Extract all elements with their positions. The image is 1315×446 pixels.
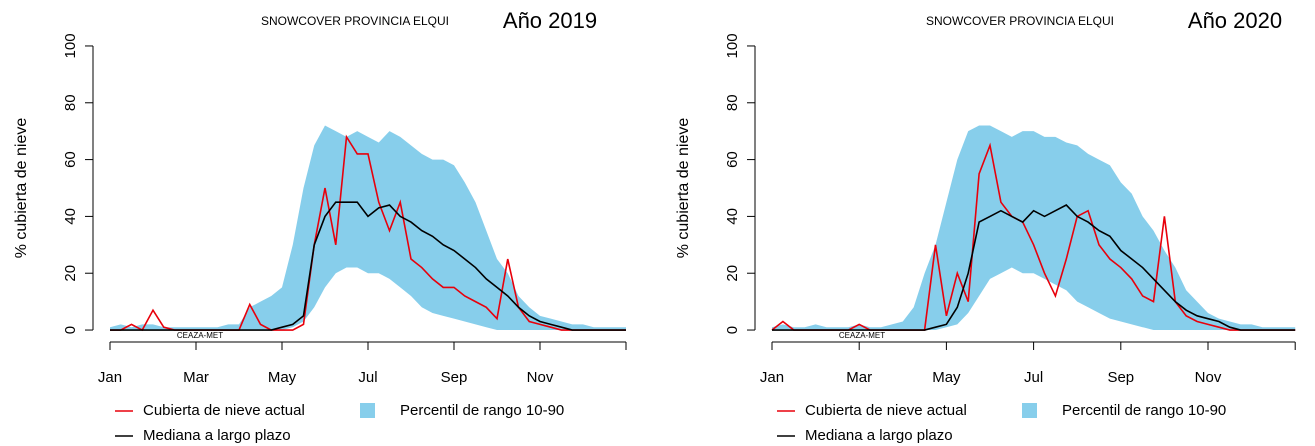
chart: 0 20 40 60 80 100 Jan Mar May Jul Sep Nov % cubierta… <box>13 8 627 444</box>
chart-title: SNOWCOVER PROVINCIA ELQUI <box>261 14 449 28</box>
x-tick-label: Mar <box>846 369 872 386</box>
y-tick-label: 80 <box>724 94 741 111</box>
y-tick-label: 40 <box>62 208 79 225</box>
x-tick-label: Jan <box>760 369 784 386</box>
legend-swatch <box>360 403 375 418</box>
legend-label: Cubierta de nieve actual <box>805 402 967 419</box>
legend-label: Percentil de rango 10-90 <box>1062 402 1226 419</box>
x-tick-label: Jan <box>98 369 122 386</box>
y-axis-label: % cubierta de nieve <box>13 118 30 259</box>
watermark: CEAZA-MET <box>177 331 223 340</box>
chart: 0 20 40 60 80 100 Jan Mar May Jul Sep Nov % cubierta… <box>675 8 1296 444</box>
y-axis-label: % cubierta de nieve <box>675 118 692 259</box>
x-tick-label: May <box>932 369 961 386</box>
series-line <box>772 204 1296 331</box>
annotation: Año 2020 <box>1188 8 1282 33</box>
legend-label: Mediana a largo plazo <box>805 427 953 444</box>
x-tick-label: Nov <box>527 369 554 386</box>
x-tick-label: Jul <box>1024 369 1043 386</box>
y-tick-label: 60 <box>724 151 741 168</box>
y-tick-label: 20 <box>724 265 741 282</box>
legend-label: Mediana a largo plazo <box>143 427 291 444</box>
x-tick-label: Sep <box>441 369 468 386</box>
series-line <box>771 142 1296 331</box>
y-tick-label: 0 <box>62 326 79 334</box>
series-line <box>110 201 626 331</box>
y-tick-label: 80 <box>62 94 79 111</box>
chart-title: SNOWCOVER PROVINCIA ELQUI <box>926 14 1114 28</box>
y-tick-label: 100 <box>724 33 741 58</box>
legend-label: Percentil de rango 10-90 <box>400 402 564 419</box>
x-tick-label: Sep <box>1107 369 1134 386</box>
legend-swatch <box>1022 403 1037 418</box>
y-tick-label: 0 <box>724 326 741 334</box>
y-tick-label: 100 <box>62 33 79 58</box>
y-tick-label: 40 <box>724 208 741 225</box>
x-tick-label: Mar <box>183 369 209 386</box>
percentile-band <box>772 125 1296 331</box>
annotation: Año 2019 <box>503 8 597 33</box>
y-tick-label: 60 <box>62 151 79 168</box>
percentile-band <box>110 125 626 331</box>
x-tick-label: Jul <box>358 369 377 386</box>
watermark: CEAZA-MET <box>839 331 885 340</box>
x-tick-label: May <box>268 369 297 386</box>
y-tick-label: 20 <box>62 265 79 282</box>
x-tick-label: Nov <box>1195 369 1222 386</box>
legend-label: Cubierta de nieve actual <box>143 402 305 419</box>
